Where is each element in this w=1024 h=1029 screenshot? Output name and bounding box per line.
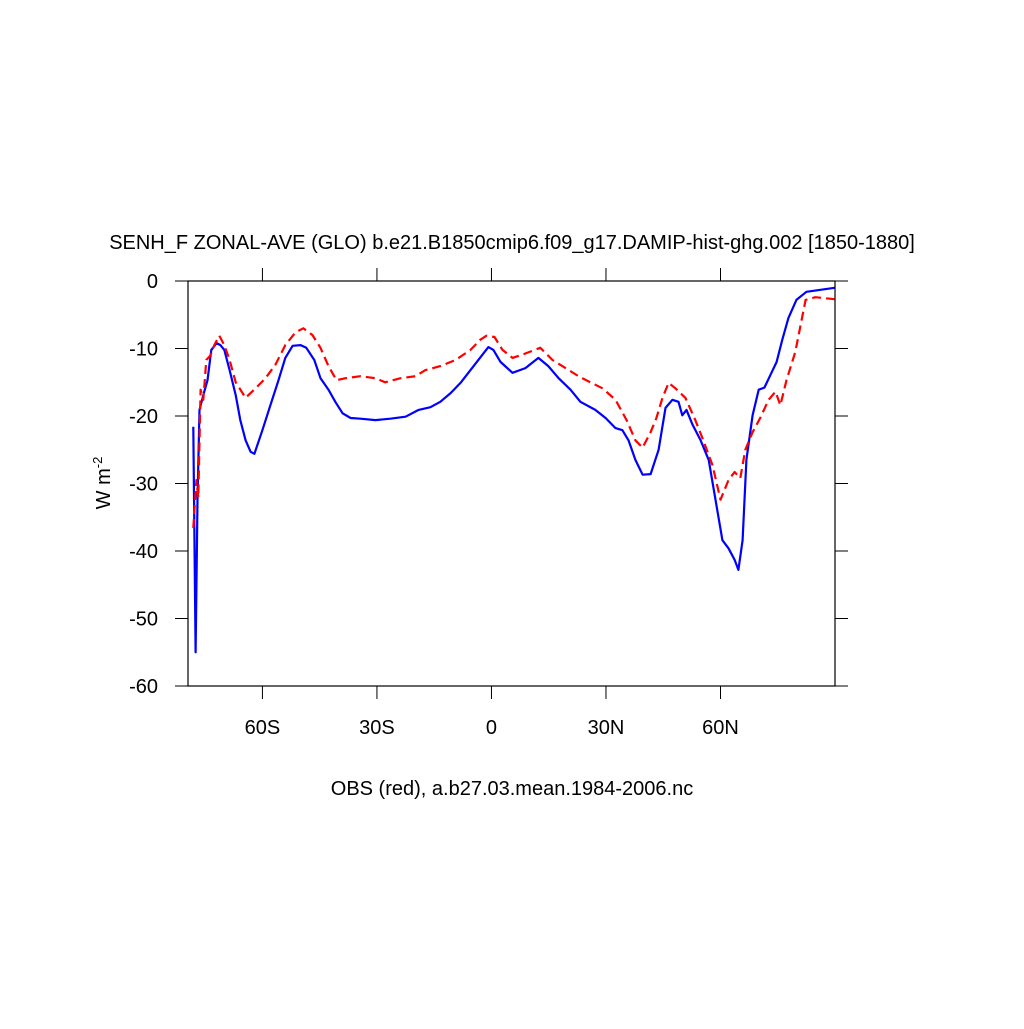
x-tick-label: 30S [359, 717, 395, 739]
y-axis-label-text: W m [93, 468, 115, 509]
chart-title: SENH_F ZONAL-AVE (GLO) b.e21.B1850cmip6.… [109, 232, 915, 254]
y-tick-label: -60 [129, 676, 158, 698]
series-line [192, 296, 835, 529]
y-tick-label: -30 [129, 474, 158, 496]
x-tick-label: 60S [245, 717, 281, 739]
y-axis-label-superscript: -2 [90, 457, 105, 469]
x-tick-label: 0 [486, 717, 497, 739]
x-tick-label: 30N [588, 717, 625, 739]
plot-frame [187, 280, 836, 687]
y-tick-label: -50 [129, 609, 158, 631]
y-tick-label: -20 [129, 406, 158, 428]
y-tick-label: 0 [147, 271, 158, 293]
x-axis-label: OBS (red), a.b27.03.mean.1984-2006.nc [331, 778, 693, 800]
x-tick-label: 60N [702, 717, 739, 739]
y-axis-label: W m-2 [90, 457, 115, 510]
y-tick-label: -10 [129, 339, 158, 361]
y-tick-label: -40 [129, 541, 158, 563]
series-line [192, 286, 835, 654]
